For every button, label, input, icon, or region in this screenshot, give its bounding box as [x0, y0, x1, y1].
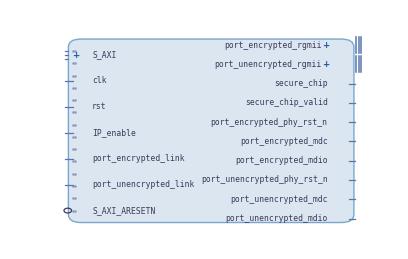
Text: port_encrypted_mdio: port_encrypted_mdio [235, 156, 328, 165]
Text: +: + [72, 51, 79, 60]
Text: port_unencrypted_phy_rst_n: port_unencrypted_phy_rst_n [201, 176, 328, 184]
Text: clk: clk [92, 76, 107, 85]
Text: +: + [322, 60, 330, 69]
Text: port_unencrypted_mdc: port_unencrypted_mdc [230, 195, 328, 204]
Text: S_AXI_ARESETN: S_AXI_ARESETN [92, 206, 155, 215]
Text: port_encrypted_mdc: port_encrypted_mdc [240, 137, 328, 146]
Text: port_encrypted_rgmii: port_encrypted_rgmii [224, 41, 322, 49]
Text: S_AXI: S_AXI [92, 51, 116, 60]
Text: secure_chip: secure_chip [274, 79, 328, 88]
Text: IP_enable: IP_enable [92, 128, 136, 137]
Text: port_unencrypted_link: port_unencrypted_link [92, 180, 195, 189]
Text: +: + [322, 41, 330, 49]
Text: rst: rst [92, 102, 107, 111]
Text: secure_chip_valid: secure_chip_valid [245, 98, 328, 107]
FancyBboxPatch shape [69, 39, 354, 222]
Text: port_encrypted_phy_rst_n: port_encrypted_phy_rst_n [211, 118, 328, 127]
Text: port_unencrypted_rgmii: port_unencrypted_rgmii [215, 60, 322, 69]
Text: port_unencrypted_mdio: port_unencrypted_mdio [225, 214, 328, 223]
Text: port_encrypted_link: port_encrypted_link [92, 154, 185, 163]
